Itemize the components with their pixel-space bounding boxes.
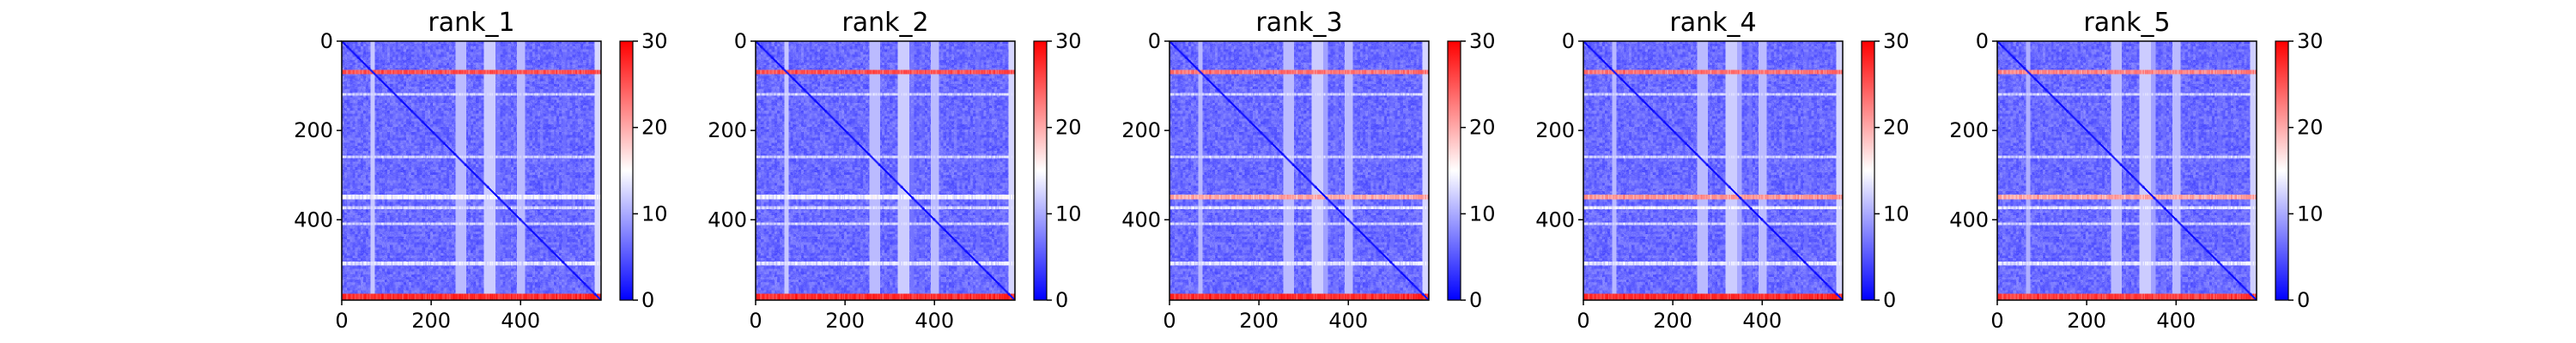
panel-title: rank_4 xyxy=(1669,8,1756,38)
plot-frame xyxy=(755,40,1016,301)
y-tick-label: 0 xyxy=(1148,29,1161,53)
colorbar-tick-label: 20 xyxy=(1469,116,1496,140)
colorbar-tick-label: 0 xyxy=(1883,288,1896,312)
y-tick-label: 0 xyxy=(320,29,333,53)
plot-frame xyxy=(1583,40,1844,301)
y-tick-label: 400 xyxy=(1121,208,1161,232)
colorbar-tick-label: 10 xyxy=(641,202,668,226)
heatmap-panel-1: rank_1 0 200 400 0 200 400 0 10 20 30 xyxy=(294,8,667,333)
colorbar-tick-label: 0 xyxy=(641,288,654,312)
panel-title: rank_1 xyxy=(428,8,514,38)
colorbar-tick-label: 10 xyxy=(1469,202,1496,226)
plot-frame xyxy=(1996,40,2257,301)
x-tick-label: 200 xyxy=(411,309,451,333)
colorbar-tick-label: 0 xyxy=(1055,288,1068,312)
y-tick-label: 0 xyxy=(1562,29,1575,53)
heatmap-image xyxy=(342,41,601,300)
heatmap-panel-5: rank_5 0 200 400 0 200 400 0 10 20 30 xyxy=(1949,8,2323,333)
colorbar xyxy=(1861,40,1875,301)
panel-title: rank_5 xyxy=(2083,8,2170,38)
x-tick-label: 200 xyxy=(2067,309,2106,333)
x-tick-label: 200 xyxy=(1239,309,1279,333)
x-tick-label: 0 xyxy=(335,309,348,333)
colorbar-tick-label: 30 xyxy=(1055,29,1082,53)
x-tick-label: 0 xyxy=(1577,309,1589,333)
y-tick-label: 200 xyxy=(294,118,333,142)
colorbar-tick-label: 10 xyxy=(2297,202,2324,226)
heatmap-panel-3: rank_3 0 200 400 0 200 400 0 10 20 30 xyxy=(1121,8,1495,333)
x-tick-label: 200 xyxy=(1653,309,1692,333)
y-tick-label: 200 xyxy=(1535,118,1575,142)
colorbar-tick-label: 10 xyxy=(1055,202,1082,226)
colorbar-tick-label: 30 xyxy=(641,29,668,53)
panel-title: rank_2 xyxy=(841,8,928,38)
x-tick-label: 400 xyxy=(1328,309,1368,333)
colorbar-tick-label: 30 xyxy=(1883,29,1910,53)
x-tick-label: 0 xyxy=(1990,309,2003,333)
x-tick-label: 0 xyxy=(749,309,762,333)
x-tick-label: 400 xyxy=(914,309,954,333)
plot-frame xyxy=(341,40,602,301)
x-tick-label: 200 xyxy=(825,309,865,333)
colorbar-tick-label: 20 xyxy=(2297,116,2324,140)
colorbar xyxy=(619,40,634,301)
heatmap-panel-2: rank_2 0 200 400 0 200 400 0 10 20 30 xyxy=(708,8,1081,333)
colorbar-tick-label: 20 xyxy=(641,116,668,140)
y-tick-label: 400 xyxy=(708,208,747,232)
panel-title: rank_3 xyxy=(1255,8,1342,38)
colorbar-tick-label: 20 xyxy=(1883,116,1910,140)
colorbar-tick-label: 20 xyxy=(1055,116,1082,140)
y-tick-label: 0 xyxy=(1976,29,1989,53)
heatmap-image xyxy=(1170,41,1429,300)
y-tick-label: 400 xyxy=(1535,208,1575,232)
colorbar-tick-label: 0 xyxy=(1469,288,1482,312)
x-tick-label: 400 xyxy=(1742,309,1782,333)
x-tick-label: 0 xyxy=(1163,309,1176,333)
colorbar-tick-label: 10 xyxy=(1883,202,1910,226)
heatmap-image xyxy=(1997,41,2257,300)
heatmap-image xyxy=(1583,41,1843,300)
heatmap-image xyxy=(756,41,1015,300)
heatmap-panel-4: rank_4 0 200 400 0 200 400 0 10 20 30 xyxy=(1535,8,1909,333)
colorbar xyxy=(1033,40,1048,301)
y-tick-label: 200 xyxy=(1121,118,1161,142)
y-tick-label: 200 xyxy=(708,118,747,142)
x-tick-label: 400 xyxy=(501,309,540,333)
y-tick-label: 0 xyxy=(734,29,747,53)
colorbar xyxy=(2275,40,2289,301)
colorbar-tick-label: 30 xyxy=(2297,29,2324,53)
y-tick-label: 400 xyxy=(294,208,333,232)
colorbar-tick-label: 0 xyxy=(2297,288,2310,312)
x-tick-label: 400 xyxy=(2156,309,2196,333)
plot-frame xyxy=(1169,40,1430,301)
colorbar xyxy=(1447,40,1461,301)
y-tick-label: 200 xyxy=(1949,118,1989,142)
colorbar-tick-label: 30 xyxy=(1469,29,1496,53)
y-tick-label: 400 xyxy=(1949,208,1989,232)
